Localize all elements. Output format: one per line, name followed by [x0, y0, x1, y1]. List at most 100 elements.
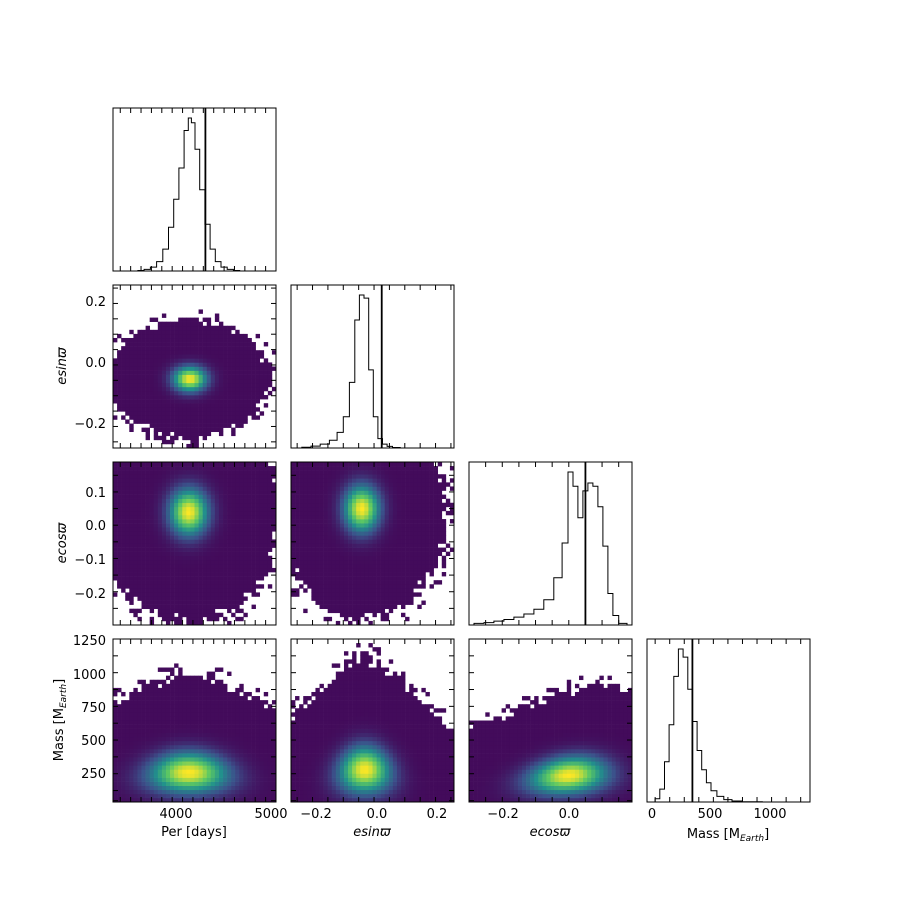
- density-cell: [170, 785, 175, 791]
- density-cell: [133, 608, 138, 614]
- density-cell: [117, 490, 122, 495]
- density-cell: [141, 386, 146, 392]
- density-cell: [178, 337, 183, 343]
- density-cell: [263, 555, 269, 561]
- density-cell: [348, 608, 353, 614]
- density-cell: [121, 403, 126, 408]
- density-cell: [315, 535, 320, 540]
- density-cell: [223, 519, 228, 524]
- density-cell: [409, 559, 414, 565]
- density-cell: [133, 580, 138, 585]
- density-cell: [206, 580, 212, 585]
- density-cell: [327, 474, 333, 479]
- density-cell: [157, 482, 163, 487]
- density-cell: [141, 350, 146, 355]
- density-cell: [133, 535, 138, 540]
- density-cell: [206, 728, 212, 734]
- density-cell: [113, 563, 118, 569]
- density-cell: [137, 736, 142, 742]
- density-cell: [421, 547, 426, 552]
- density-cell: [190, 572, 195, 577]
- density-cell: [372, 588, 377, 593]
- density-cell: [376, 531, 381, 536]
- density-cell: [348, 514, 353, 520]
- density-cell: [153, 596, 159, 601]
- density-cell: [182, 572, 187, 577]
- density-cell: [145, 519, 150, 524]
- density-cell: [165, 386, 171, 392]
- density-cell: [255, 559, 261, 565]
- density-cell: [263, 716, 269, 721]
- density-cell: [182, 502, 187, 508]
- density-cell: [255, 753, 261, 758]
- density-cell: [243, 478, 248, 483]
- density-cell: [157, 407, 163, 412]
- density-cell: [295, 519, 300, 524]
- density-cell: [271, 720, 277, 725]
- density-cell: [368, 478, 373, 483]
- density-cell: [198, 785, 203, 791]
- density-cell: [198, 506, 203, 512]
- density-cell: [218, 333, 224, 339]
- density-cell: [231, 366, 236, 371]
- density-cell: [335, 559, 341, 565]
- density-cell: [295, 506, 300, 512]
- density-cell: [352, 555, 357, 561]
- density-cell: [117, 403, 122, 408]
- density-cell: [165, 576, 171, 581]
- density-cell: [247, 728, 252, 734]
- density-cell: [259, 474, 265, 479]
- density-cell: [157, 403, 163, 408]
- density-cell: [327, 567, 333, 573]
- density-cell: [263, 785, 269, 791]
- density-cell: [388, 486, 394, 491]
- density-cell: [251, 724, 256, 729]
- density-cell: [117, 358, 122, 363]
- density-cell: [327, 478, 333, 483]
- density-cell: [174, 470, 179, 475]
- density-cell: [291, 502, 296, 508]
- density-cell: [137, 390, 142, 396]
- density-cell: [174, 761, 179, 766]
- density-cell: [339, 462, 345, 467]
- density-cell: [307, 502, 312, 508]
- density-cell: [153, 317, 159, 322]
- density-cell: [356, 596, 361, 601]
- density-cell: [311, 572, 316, 577]
- density-cell: [227, 350, 232, 355]
- density-cell: [223, 700, 228, 705]
- density-cell: [194, 608, 199, 614]
- density-cell: [227, 510, 232, 516]
- density-cell: [121, 785, 126, 791]
- density-cell: [295, 470, 300, 475]
- density-cell: [137, 466, 142, 471]
- density-cell: [295, 539, 300, 544]
- density-cell: [271, 498, 277, 504]
- density-cell: [271, 482, 277, 487]
- density-cell: [121, 716, 126, 721]
- density-cell: [165, 708, 171, 713]
- density-cell: [117, 777, 122, 782]
- density-cell: [409, 539, 414, 544]
- density-cell: [239, 354, 244, 359]
- density-cell: [202, 724, 208, 729]
- density-cell: [235, 785, 240, 791]
- density-cell: [178, 708, 183, 713]
- density-cell: [307, 539, 312, 544]
- density-cell: [235, 604, 240, 610]
- density-cell: [384, 555, 390, 561]
- density-cell: [331, 470, 337, 475]
- density-cell: [161, 374, 167, 380]
- density-cell: [145, 696, 150, 701]
- density-cell: [165, 354, 171, 359]
- density-cell: [239, 600, 244, 605]
- density-cell: [343, 596, 349, 601]
- density-cell: [133, 777, 138, 782]
- density-cell: [356, 584, 361, 589]
- density-cell: [239, 366, 244, 371]
- density-cell: [335, 555, 341, 561]
- density-cell: [263, 370, 269, 375]
- density-cell: [323, 596, 328, 601]
- density-cell: [182, 494, 187, 499]
- density-cell: [251, 346, 256, 351]
